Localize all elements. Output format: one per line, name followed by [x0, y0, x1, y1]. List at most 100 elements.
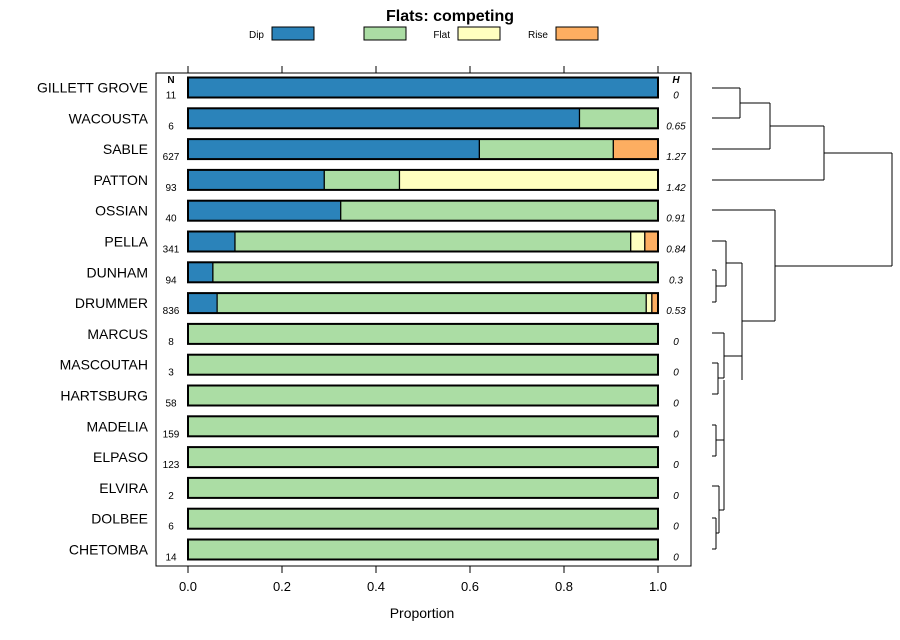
site-label: DRUMMER: [75, 295, 148, 311]
site-label: MASCOUTAH: [60, 357, 148, 373]
bar-row: PATTON 93 1.42: [94, 168, 686, 194]
n-value: 341: [163, 245, 180, 256]
h-value: 1.42: [666, 183, 686, 194]
n-value: 159: [163, 429, 180, 440]
h-value: 0: [673, 491, 679, 502]
bars-layer: GILLETT GROVE 11 0 WACOUSTA 6 0.65 SABLE 627 1.2…: [37, 76, 686, 564]
bar-segment-flat: [398, 169, 659, 191]
bar-row: OSSIAN 40 0.91: [95, 199, 686, 225]
bar-row: MASCOUTAH 3 0: [60, 353, 679, 379]
bar-segment-talf: [216, 292, 647, 314]
bar-row: ELVIRA 2 0: [99, 476, 679, 502]
bar-segment-flat: [645, 292, 653, 314]
site-label: CHETOMBA: [69, 542, 149, 558]
plot-frame: [155, 72, 692, 567]
bar-segment-talf: [187, 384, 659, 407]
n-value: 836: [163, 306, 180, 317]
bar-segment-rise: [612, 138, 659, 160]
bar-outline: [187, 292, 659, 315]
bar-outline: [187, 199, 659, 222]
x-tick-label: 1.0: [649, 579, 667, 594]
n-value: 123: [163, 460, 180, 471]
bar-outline: [187, 261, 659, 284]
legend: DipTalfFlatRise: [249, 26, 599, 41]
bar-segment-dip: [187, 107, 581, 129]
bar-outline: [187, 415, 659, 438]
n-column-header: N: [167, 75, 174, 86]
x-axis: 0.0 0.2 0.4 0.6 0.8 1.0: [179, 66, 667, 594]
site-label: ELPASO: [93, 449, 148, 465]
h-value: 0: [673, 368, 679, 379]
h-column-header: H: [672, 75, 680, 86]
bar-segment-dip: [187, 230, 236, 253]
bar-segment-dip: [187, 76, 659, 99]
h-value: 0.84: [666, 245, 686, 256]
h-value: 0: [673, 399, 679, 410]
site-label: DOLBEE: [91, 511, 148, 527]
bar-segment-talf: [187, 415, 659, 437]
x-tick-label: 0.2: [273, 579, 291, 594]
legend-swatch-flat: [457, 26, 501, 41]
bar-row: GILLETT GROVE 11 0: [37, 76, 679, 102]
bar-row: CHETOMBA 14 0: [69, 538, 679, 564]
site-label: HARTSBURG: [60, 388, 148, 404]
bar-outline: [187, 384, 659, 407]
h-value: 0: [673, 91, 679, 102]
n-value: 40: [165, 214, 177, 225]
x-tick-label: 0.4: [367, 579, 385, 594]
legend-swatch-rise: [555, 26, 599, 41]
h-value: 0: [673, 337, 679, 348]
x-tick-label: 0.0: [179, 579, 197, 594]
n-value: 14: [165, 553, 177, 564]
n-value: 2: [168, 491, 174, 502]
site-label: OSSIAN: [95, 203, 148, 219]
bar-outline: [187, 507, 659, 530]
bar-segment-talf: [340, 200, 659, 222]
h-value: 0.53: [666, 306, 686, 317]
h-value: 0: [673, 429, 679, 440]
n-value: 58: [165, 399, 177, 410]
bar-segment-talf: [323, 169, 401, 191]
x-axis-title: Proportion: [390, 605, 455, 621]
n-value: 6: [168, 522, 174, 533]
bar-segment-dip: [187, 138, 480, 160]
bar-segment-talf: [187, 508, 659, 530]
bar-row: DRUMMER 836 0.53: [75, 292, 686, 317]
bar-segment-talf: [187, 354, 659, 376]
h-value: 1.27: [666, 152, 686, 163]
h-value: 0: [673, 522, 679, 533]
bar-segment-talf: [187, 446, 659, 468]
site-label: MADELIA: [87, 418, 149, 434]
bar-segment-talf: [187, 323, 659, 345]
bar-segment-talf: [578, 107, 659, 129]
n-value: 11: [166, 91, 177, 102]
site-label: DUNHAM: [87, 264, 148, 280]
n-value: 94: [165, 275, 177, 286]
h-value: 0: [673, 460, 679, 471]
n-value: 3: [168, 368, 174, 379]
bar-row: ELPASO 123 0: [93, 446, 679, 471]
bar-outline: [187, 107, 659, 130]
bar-outline: [187, 446, 659, 469]
bar-row: DOLBEE 6 0: [91, 507, 679, 533]
site-label: ELVIRA: [99, 480, 148, 496]
bar-segment-dip: [187, 200, 342, 222]
bar-outline: [187, 230, 659, 253]
bar-outline: [187, 138, 659, 161]
bar-outline: [187, 538, 659, 561]
bar-outline: [187, 322, 659, 345]
bar-row: WACOUSTA 6 0.65: [69, 107, 686, 132]
bar-segment-talf: [212, 261, 659, 283]
bar-row: HARTSBURG 58 0: [60, 384, 679, 410]
site-label: SABLE: [103, 141, 148, 157]
n-value: 6: [168, 121, 174, 132]
n-value: 93: [165, 183, 177, 194]
bar-segment-dip: [187, 169, 325, 191]
bar-row: SABLE 627 1.27: [103, 138, 686, 163]
legend-label-rise: Rise: [528, 30, 548, 41]
bar-segment-rise: [644, 230, 659, 253]
legend-label-flat: Flat: [433, 30, 450, 41]
site-label: WACOUSTA: [69, 110, 149, 126]
bar-outline: [187, 76, 659, 99]
